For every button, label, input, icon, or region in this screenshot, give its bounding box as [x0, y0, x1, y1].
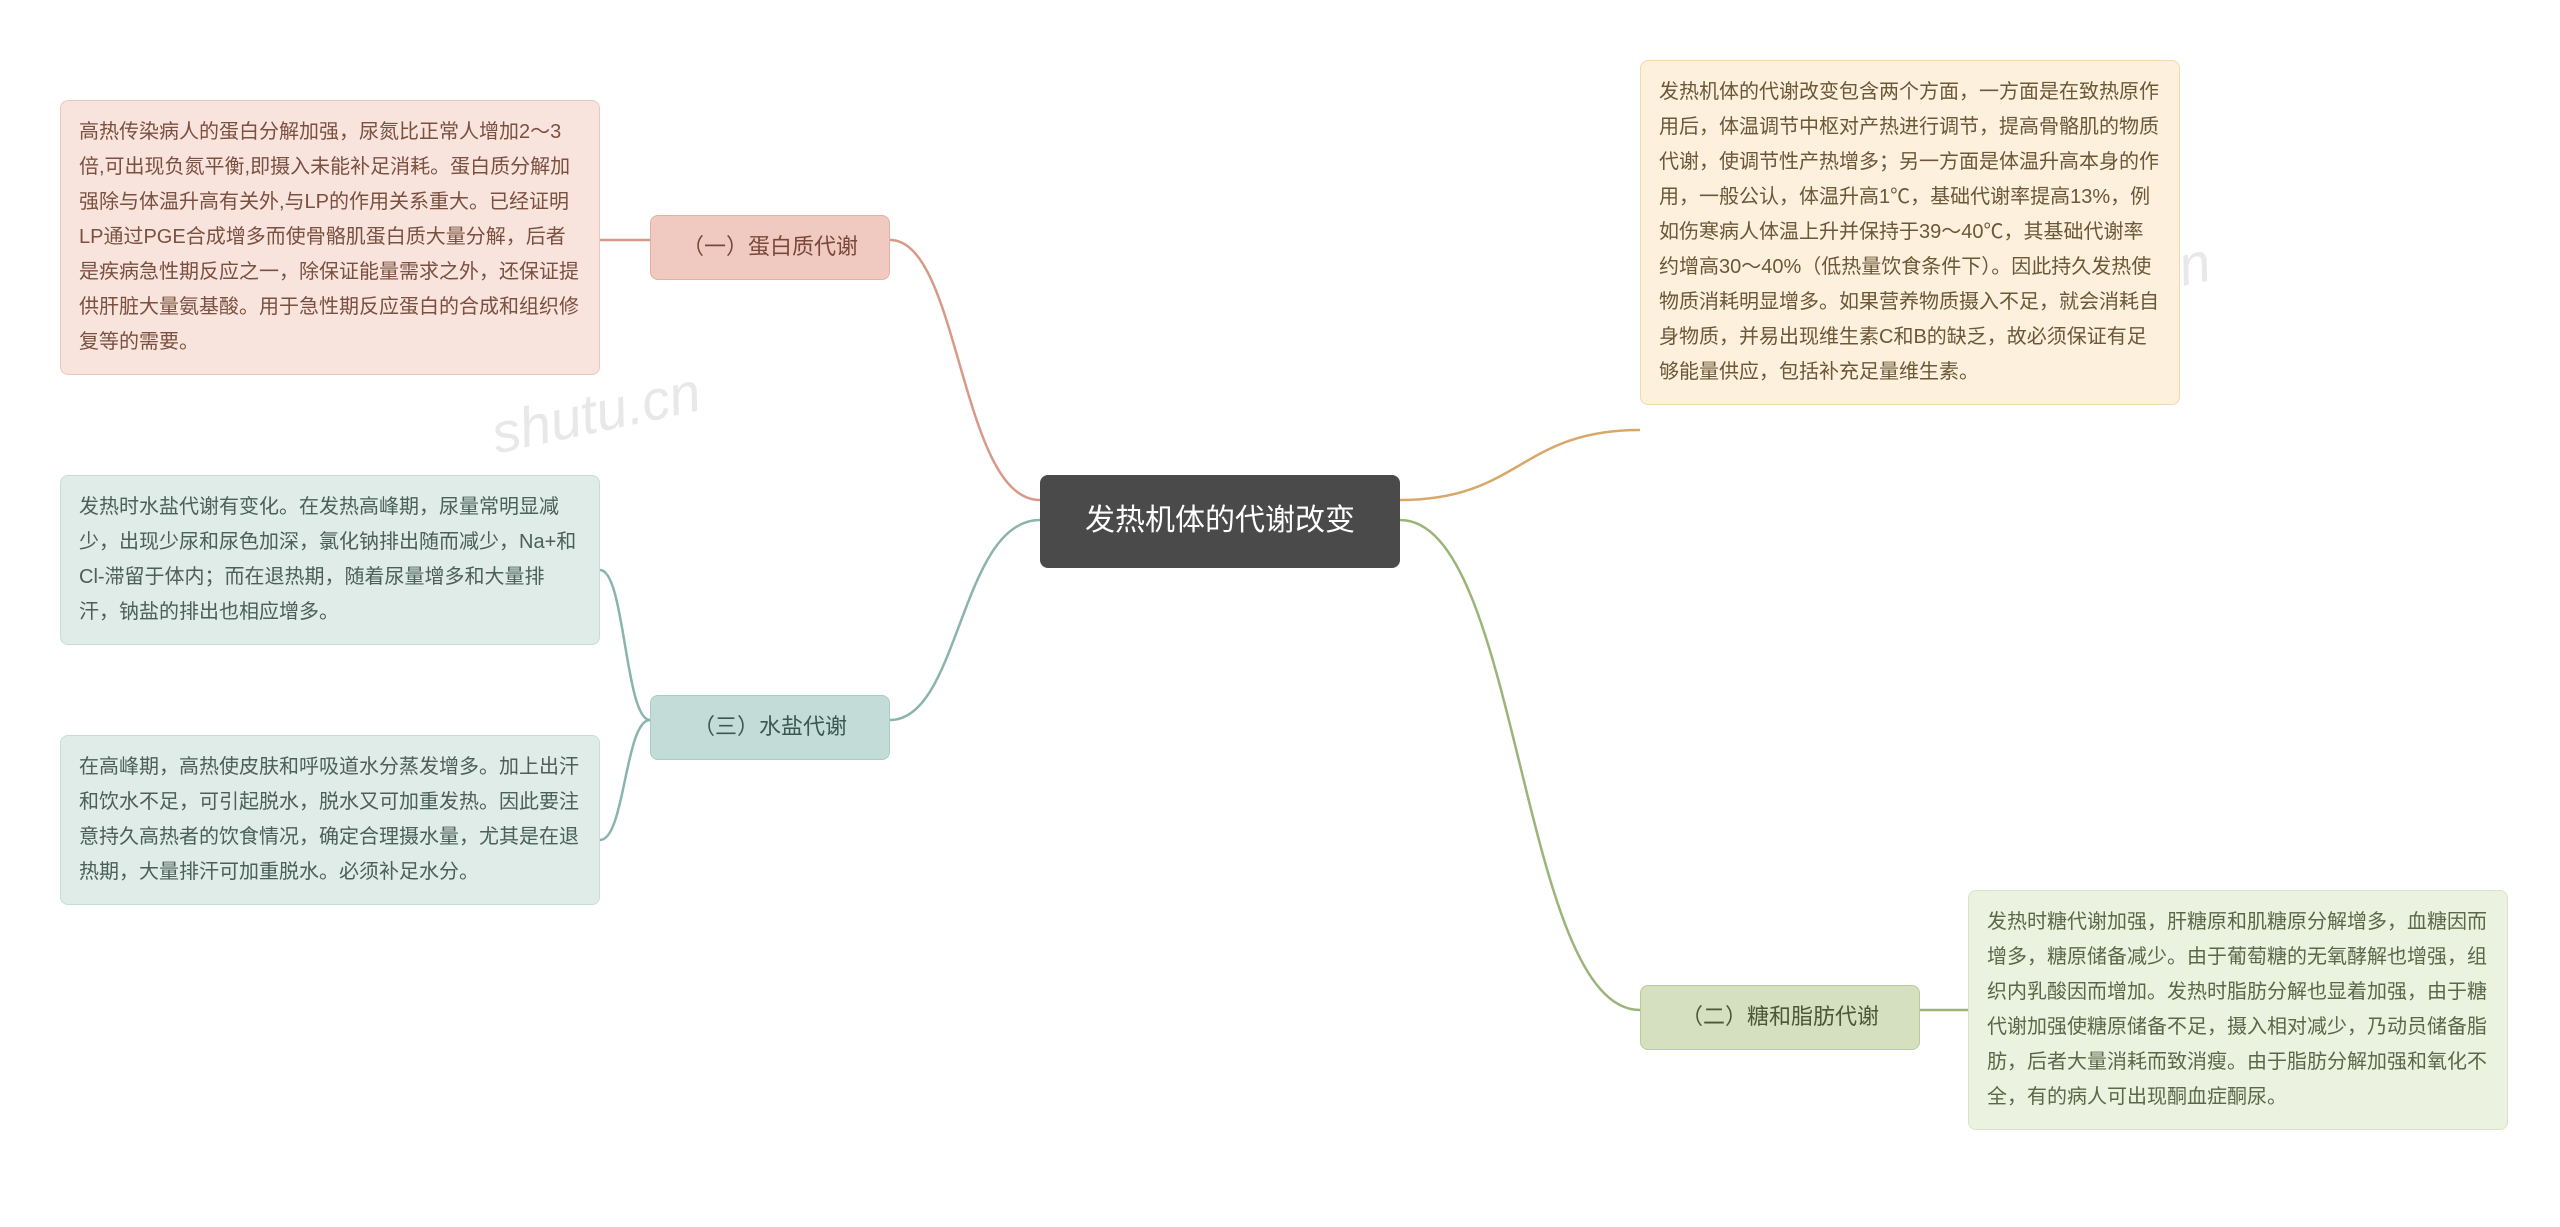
center-node[interactable]: 发热机体的代谢改变 [1040, 475, 1400, 568]
protein-detail[interactable]: 高热传染病人的蛋白分解加强，尿氮比正常人增加2～3倍,可出现负氮平衡,即摄入未能… [60, 100, 600, 375]
water-detail-1[interactable]: 发热时水盐代谢有变化。在发热高峰期，尿量常明显减少，出现少尿和尿色加深，氯化钠排… [60, 475, 600, 645]
sugar-detail[interactable]: 发热时糖代谢加强，肝糖原和肌糖原分解增多，血糖因而增多，糖原储备减少。由于葡萄糖… [1968, 890, 2508, 1130]
intro-node[interactable]: 发热机体的代谢改变包含两个方面，一方面是在致热原作用后，体温调节中枢对产热进行调… [1640, 60, 2180, 405]
water-branch[interactable]: （三）水盐代谢 [650, 695, 890, 760]
sugar-branch[interactable]: （二）糖和脂肪代谢 [1640, 985, 1920, 1050]
water-detail-2[interactable]: 在高峰期，高热使皮肤和呼吸道水分蒸发增多。加上出汗和饮水不足，可引起脱水，脱水又… [60, 735, 600, 905]
protein-branch[interactable]: （一）蛋白质代谢 [650, 215, 890, 280]
